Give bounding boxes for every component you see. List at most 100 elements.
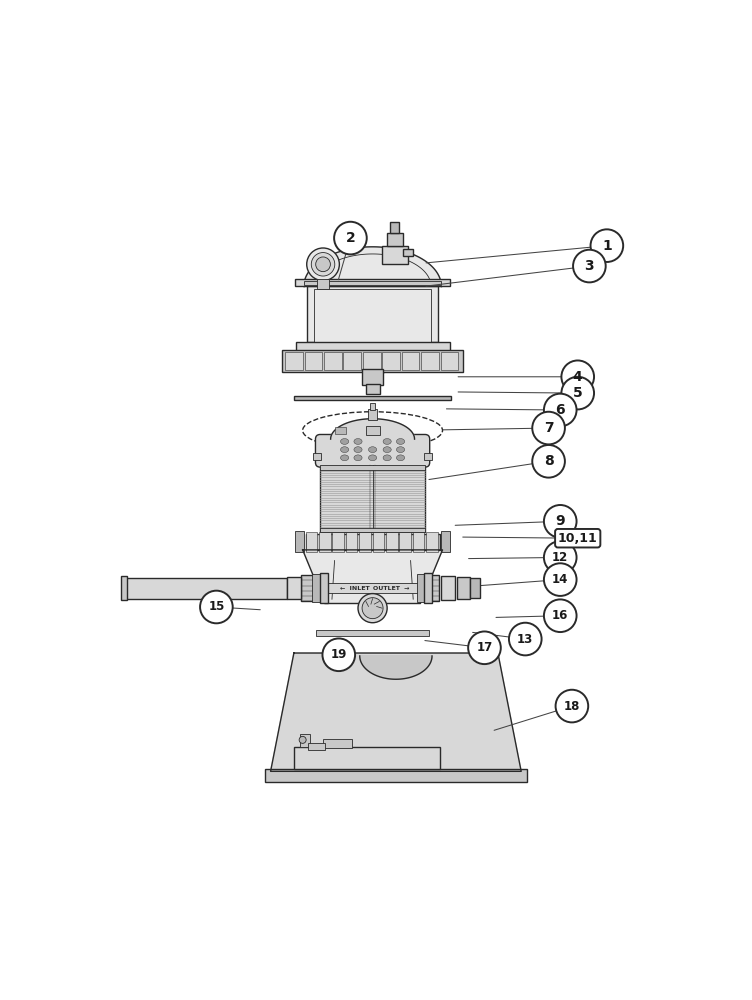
Bar (426, 532, 438, 552)
Circle shape (562, 377, 594, 409)
Ellipse shape (354, 439, 362, 444)
Text: 9: 9 (556, 514, 565, 528)
Bar (438, 355, 454, 365)
Bar (413, 532, 424, 552)
Bar (426, 575, 439, 601)
Bar (403, 249, 414, 256)
Text: 15: 15 (208, 600, 225, 613)
Bar (323, 739, 352, 748)
Bar (316, 630, 429, 636)
Bar (362, 355, 384, 372)
Bar (308, 743, 325, 750)
Circle shape (334, 222, 367, 254)
Circle shape (544, 599, 577, 632)
Polygon shape (331, 419, 414, 439)
Bar (320, 465, 425, 470)
Ellipse shape (383, 447, 391, 453)
Bar (295, 531, 305, 552)
Bar (344, 352, 361, 370)
Bar (386, 532, 398, 552)
Bar (470, 578, 481, 598)
Ellipse shape (354, 447, 362, 453)
Ellipse shape (383, 455, 391, 461)
Circle shape (590, 229, 623, 262)
Text: 12: 12 (552, 551, 569, 564)
Circle shape (573, 250, 605, 282)
Text: 5: 5 (573, 386, 583, 400)
Bar (346, 532, 357, 552)
Bar (295, 279, 450, 286)
Bar (296, 342, 450, 355)
Bar (362, 369, 383, 385)
Bar (402, 352, 420, 370)
Text: 6: 6 (556, 403, 565, 417)
Bar (285, 352, 303, 370)
Bar (382, 246, 408, 264)
Bar (287, 577, 302, 599)
Bar (313, 453, 321, 460)
Bar (457, 577, 470, 599)
Bar (305, 532, 317, 552)
Bar (302, 575, 314, 601)
Bar (332, 532, 344, 552)
Text: 17: 17 (476, 641, 493, 654)
Circle shape (311, 253, 335, 276)
Bar (424, 453, 432, 460)
Bar (417, 574, 425, 602)
Bar (441, 352, 458, 370)
Bar (399, 532, 411, 552)
Text: ←  INLET: ← INLET (340, 586, 369, 591)
Bar (320, 573, 329, 603)
Text: 2: 2 (346, 231, 355, 245)
FancyBboxPatch shape (316, 434, 429, 467)
Bar (121, 576, 127, 600)
Bar (382, 352, 400, 370)
Circle shape (532, 412, 565, 444)
Text: 19: 19 (331, 648, 347, 661)
Bar (294, 747, 440, 769)
Circle shape (544, 563, 577, 596)
Circle shape (544, 394, 577, 426)
Text: 16: 16 (552, 609, 569, 622)
Text: 14: 14 (552, 573, 569, 586)
Bar (300, 734, 311, 747)
Bar (305, 352, 323, 370)
Circle shape (316, 257, 330, 272)
Bar (324, 352, 341, 370)
Bar (368, 409, 378, 420)
Circle shape (323, 638, 355, 671)
Polygon shape (271, 653, 521, 771)
Ellipse shape (383, 439, 391, 444)
Text: 1: 1 (602, 239, 611, 253)
Text: 8: 8 (544, 454, 553, 468)
Ellipse shape (396, 447, 405, 453)
Bar (387, 233, 403, 246)
Circle shape (362, 598, 383, 619)
Bar (370, 403, 375, 410)
Ellipse shape (368, 455, 377, 461)
Bar (304, 281, 441, 285)
Bar (421, 352, 439, 370)
Text: 18: 18 (564, 700, 580, 713)
Circle shape (532, 445, 565, 478)
Bar (282, 350, 463, 372)
Bar (308, 286, 438, 342)
Bar (321, 583, 424, 593)
Bar (441, 531, 450, 552)
Text: 13: 13 (517, 633, 533, 646)
Bar (359, 532, 371, 552)
Bar (441, 576, 456, 600)
Ellipse shape (396, 439, 405, 444)
Circle shape (544, 541, 577, 574)
Bar (420, 355, 437, 365)
Ellipse shape (396, 455, 405, 461)
Bar (314, 289, 431, 342)
Circle shape (299, 736, 306, 743)
Circle shape (358, 594, 387, 623)
Bar (305, 534, 440, 550)
Circle shape (468, 631, 501, 664)
Bar (320, 528, 425, 532)
Ellipse shape (368, 447, 377, 453)
Text: 4: 4 (573, 370, 583, 384)
Text: OUTLET  →: OUTLET → (372, 586, 409, 591)
